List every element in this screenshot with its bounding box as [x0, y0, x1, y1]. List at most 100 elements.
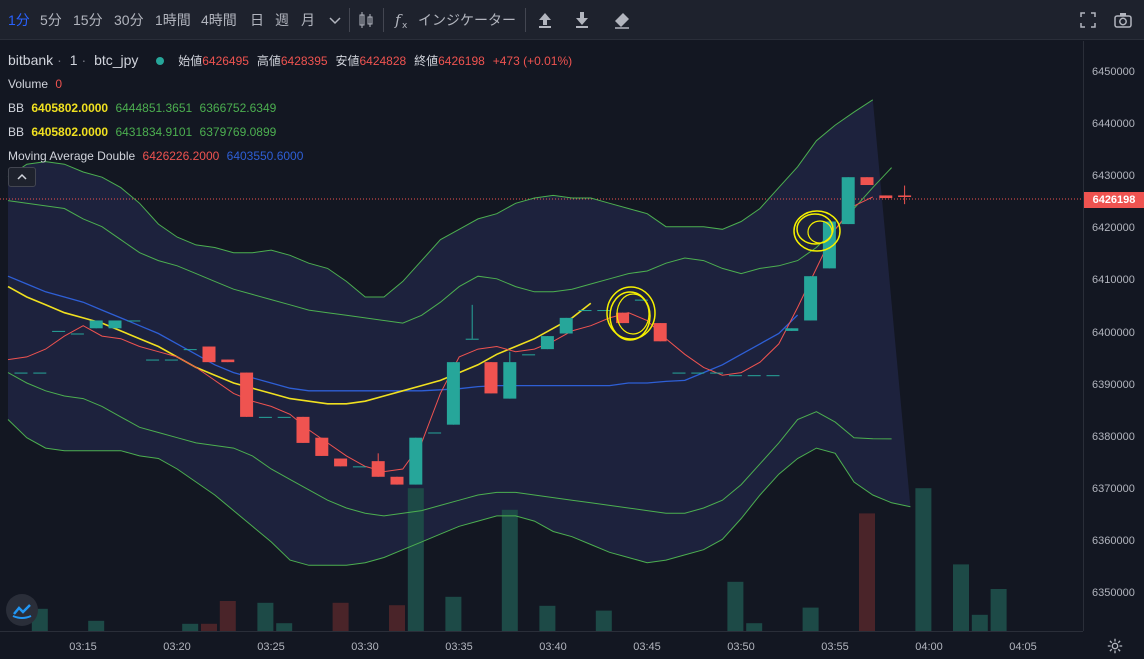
indicators-button[interactable]: インジケーター	[418, 12, 516, 28]
candle	[446, 362, 460, 425]
volume-bar	[802, 607, 819, 631]
volume-bar	[501, 509, 518, 631]
candle	[841, 177, 855, 225]
volume-bar	[257, 602, 274, 631]
svg-text:x: x	[402, 21, 408, 30]
volume-bar	[407, 488, 424, 631]
logo-icon[interactable]	[6, 594, 38, 626]
price-tick: 6410000	[1092, 274, 1135, 287]
price-tick: 6420000	[1092, 222, 1135, 235]
volume-value: 0	[55, 77, 63, 91]
toolbar-divider	[349, 8, 350, 32]
candle	[465, 304, 479, 340]
interval-15m-button[interactable]: 15分	[73, 12, 103, 28]
candle	[484, 362, 498, 394]
legend-collapse-button[interactable]	[8, 167, 36, 187]
interval-month-button[interactable]: 月	[301, 12, 315, 28]
time-tick: 03:30	[351, 641, 379, 653]
candle	[221, 359, 235, 363]
candle	[277, 416, 291, 418]
high-value: 6428395	[280, 54, 328, 68]
price-tick: 6450000	[1092, 66, 1135, 78]
low-label: 安値	[335, 54, 360, 68]
candle	[691, 372, 705, 374]
fullscreen-icon[interactable]	[1078, 10, 1098, 30]
market-status-icon	[156, 57, 165, 66]
bb2-upper: 6431834.9101	[115, 125, 193, 139]
interval-1h-button[interactable]: 1時間	[155, 12, 191, 28]
interval-4h-button[interactable]: 4時間	[201, 12, 237, 28]
volume-bar	[971, 614, 988, 631]
bb1-mid: 6405802.0000	[31, 101, 109, 115]
camera-icon[interactable]	[1113, 10, 1133, 30]
candle	[334, 458, 348, 467]
bb-outer-upper-line	[7, 99, 874, 298]
price-tick: 6400000	[1092, 326, 1135, 339]
time-scale[interactable]: 03:15 03:20 03:25 03:30 03:35 03:40 03:45 03:50…	[0, 631, 1123, 659]
candle	[785, 328, 799, 331]
bb2-mid: 6405802.0000	[31, 125, 109, 139]
volume-bar	[389, 605, 405, 631]
volume-bar	[332, 602, 349, 631]
time-tick: 03:15	[69, 641, 97, 653]
last-price-label: 6426198	[1084, 192, 1144, 208]
time-tick: 03:50	[727, 641, 755, 653]
interval-day-button[interactable]: 日	[250, 12, 264, 28]
candle	[634, 299, 648, 301]
ma-slow-value: 6403550.6000	[226, 149, 304, 163]
close-label: 終値	[414, 54, 439, 68]
candle	[653, 323, 667, 342]
candle	[315, 437, 329, 456]
candle	[879, 195, 893, 199]
candle-icon[interactable]	[356, 10, 376, 30]
price-chart[interactable]	[0, 41, 1083, 631]
price-tick: 6390000	[1092, 378, 1135, 391]
candle	[428, 432, 442, 434]
bb1-lower: 6366752.6349	[199, 101, 277, 115]
interval-value: 1	[69, 52, 78, 68]
ma-label: Moving Average Double	[8, 149, 136, 163]
svg-text:f: f	[394, 11, 403, 29]
eraser-icon[interactable]	[612, 10, 632, 30]
interval-5m-button[interactable]: 5分	[40, 12, 62, 28]
candle	[164, 359, 178, 361]
exchange-name: bitbank	[8, 52, 54, 68]
volume-row: Volume 0	[8, 72, 576, 96]
volume-bar	[595, 610, 612, 631]
toolbar-divider	[383, 8, 384, 32]
price-scale[interactable]: 6450000 6440000 6430000 6420000 6410000 64000…	[1083, 41, 1144, 631]
bb-inner-lower-line	[7, 372, 892, 517]
time-tick: 03:40	[539, 641, 567, 653]
download-icon[interactable]	[572, 10, 592, 30]
chevron-down-icon[interactable]	[325, 10, 345, 30]
bb-inner-upper-line	[7, 167, 892, 324]
time-tick: 04:00	[915, 641, 943, 653]
candle	[352, 466, 366, 468]
candle	[33, 372, 47, 374]
candle	[202, 346, 216, 363]
price-tick: 6440000	[1092, 118, 1135, 131]
volume-bar	[990, 589, 1007, 631]
ma-row: Moving Average Double 6426226.2000 64035…	[8, 144, 576, 168]
interval-30m-button[interactable]: 30分	[114, 12, 144, 28]
settings-gear-icon[interactable]	[1106, 637, 1124, 655]
candle	[183, 349, 197, 351]
volume-bar	[539, 605, 556, 631]
volume-label: Volume	[8, 77, 49, 91]
volume-bar	[953, 564, 969, 631]
indicator-lines	[7, 99, 911, 566]
ma-yellow-line	[7, 285, 592, 405]
chevron-up-icon	[17, 173, 27, 180]
candle	[710, 372, 724, 374]
candle	[146, 359, 160, 361]
upload-icon[interactable]	[535, 10, 555, 30]
candle	[616, 312, 630, 324]
time-tick: 03:55	[821, 641, 849, 653]
candle	[503, 351, 517, 399]
interval-week-button[interactable]: 週	[275, 12, 289, 28]
candle	[898, 185, 912, 205]
symbol-row: bitbank · 1 · btc_jpy 始値6426495 高値6428395 …	[8, 52, 573, 68]
volume-bar	[276, 623, 293, 631]
interval-1m-button[interactable]: 1分	[8, 12, 30, 28]
